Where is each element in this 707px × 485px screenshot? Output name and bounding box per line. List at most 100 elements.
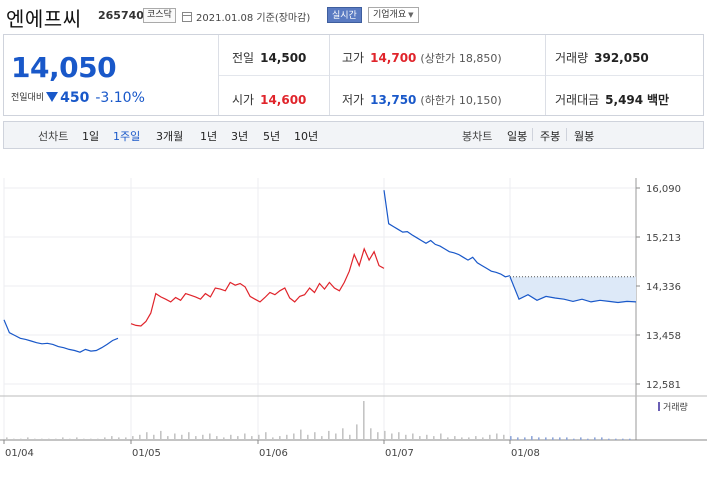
volume-bar — [321, 436, 323, 440]
tab-3month[interactable]: 3개월 — [156, 130, 184, 143]
tab-1week[interactable]: 1주일 — [113, 130, 141, 143]
volume-bar — [293, 433, 295, 440]
volume-bar — [34, 438, 36, 440]
volume-bar — [426, 434, 428, 440]
line-chart-label: 선차트 — [38, 130, 69, 143]
volume-bar — [524, 437, 526, 440]
x-tick-label: 01/05 — [132, 448, 161, 459]
candle-chart-label: 봉차트 — [462, 130, 493, 143]
y-tick-label: 15,213 — [646, 233, 681, 244]
volume-bar — [573, 438, 575, 440]
volume-bar — [265, 432, 267, 440]
tab-divider — [566, 128, 567, 141]
volume-bar — [230, 434, 232, 440]
current-price: 14,050 — [11, 51, 117, 84]
volume-bar — [90, 438, 92, 440]
volume-bar — [559, 437, 561, 440]
volume-bar — [475, 436, 477, 440]
volume-bar — [111, 436, 113, 440]
volume-bar — [615, 438, 617, 440]
volume-bar — [356, 424, 358, 440]
volume-bar — [139, 434, 141, 440]
tab-weekly[interactable]: 주봉 — [540, 130, 561, 143]
volume-legend-label: 거래량 — [663, 401, 688, 413]
volume-cell: 거래량 392,050 — [555, 49, 649, 66]
volume-bar — [496, 433, 498, 440]
x-tick-label: 01/07 — [385, 448, 414, 459]
tab-monthly[interactable]: 월봉 — [574, 130, 595, 143]
volume-bar — [69, 438, 71, 440]
tab-daily[interactable]: 일봉 — [507, 130, 528, 143]
volume-bar — [377, 432, 379, 440]
volume-value: 392,050 — [594, 51, 649, 65]
tab-1year[interactable]: 1년 — [200, 130, 218, 143]
prev-close-cell: 전일 14,500 — [232, 49, 306, 66]
volume-bar — [412, 433, 414, 440]
volume-bar — [167, 436, 169, 440]
high-label: 고가 — [342, 51, 365, 65]
reference-fill-area — [510, 276, 636, 303]
volume-bar — [545, 437, 547, 440]
volume-bar — [433, 436, 435, 440]
x-tick-label: 01/04 — [5, 448, 34, 459]
x-tick-label: 01/08 — [511, 448, 540, 459]
volume-bar — [62, 437, 64, 440]
open-cell: 시가 14,600 — [232, 91, 306, 108]
high-value: 14,700 — [370, 51, 417, 65]
volume-bar — [363, 401, 365, 440]
stock-code: 265740 — [98, 9, 144, 22]
price-chart-svg[interactable]: 16,090 15,213 14,336 13,458 12,581 거래량 01/04 01… — [0, 152, 707, 485]
volume-bar — [97, 438, 99, 440]
company-overview-label: 기업개요 — [373, 10, 407, 20]
volume-bar — [258, 434, 260, 440]
trade-value-label: 거래대금 — [555, 93, 600, 107]
tab-10year[interactable]: 10년 — [294, 130, 319, 143]
price-panel: 14,050 전일대비 450 -3.10% — [4, 35, 219, 115]
low-label: 저가 — [342, 93, 365, 107]
tab-1day[interactable]: 1일 — [82, 130, 100, 143]
volume-bar — [580, 437, 582, 440]
volume-bar — [594, 437, 596, 440]
trade-value-value: 5,494 — [605, 93, 644, 107]
volume-bar — [566, 437, 568, 440]
y-tick-label: 14,336 — [646, 282, 681, 293]
volume-bar — [391, 433, 393, 440]
change-row: 전일대비 450 -3.10% — [11, 87, 145, 106]
company-overview-button[interactable]: 기업개요 ▼ — [368, 7, 419, 23]
volume-bar — [538, 437, 540, 440]
volume-bar — [76, 437, 78, 440]
volume-bar — [454, 436, 456, 440]
volume-bar — [13, 438, 15, 440]
realtime-button[interactable]: 실시간 — [327, 7, 362, 23]
low-cell: 저가 13,750 (하한가 10,150) — [342, 91, 502, 108]
change-label: 전일대비 — [11, 93, 45, 103]
volume-bar — [601, 437, 603, 440]
volume-bar — [48, 438, 50, 440]
trade-value-unit: 백만 — [646, 93, 670, 107]
volume-bar — [587, 438, 589, 440]
volume-bar — [489, 434, 491, 440]
volume-bar — [181, 434, 183, 440]
price-chart[interactable]: 16,090 15,213 14,336 13,458 12,581 거래량 01/04 01… — [0, 152, 707, 485]
volume-bar — [55, 438, 57, 440]
volume-bar — [384, 430, 386, 440]
volume-bar — [440, 433, 442, 440]
y-tick-label: 12,581 — [646, 380, 681, 391]
volume-bar — [328, 430, 330, 440]
stock-name: 엔에프씨 — [6, 7, 82, 31]
volume-bar — [608, 438, 610, 440]
tab-3year[interactable]: 3년 — [231, 130, 249, 143]
volume-bar — [132, 436, 134, 440]
lower-limit-value: 10,150) — [458, 94, 502, 107]
volume-bar — [314, 432, 316, 440]
lower-limit-label: (하한가 — [420, 94, 456, 107]
price-series-line — [130, 247, 385, 327]
volume-bar — [223, 437, 225, 440]
tab-5year[interactable]: 5년 — [263, 130, 281, 143]
volume-bar — [335, 433, 337, 440]
volume-bar — [552, 437, 554, 440]
volume-bar — [468, 437, 470, 440]
volume-bar — [174, 433, 176, 440]
date-text: 2021.01.08 기준(장마감) — [196, 13, 311, 24]
open-label: 시가 — [232, 93, 255, 107]
